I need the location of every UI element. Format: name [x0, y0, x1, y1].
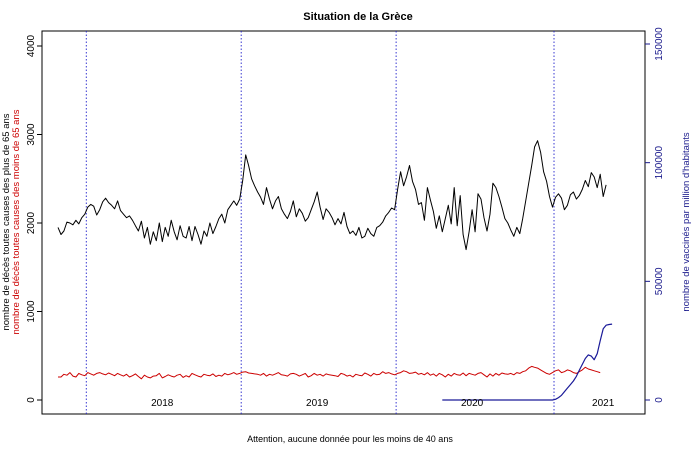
chart-note: Attention, aucune donnée pour les moins …: [247, 434, 453, 444]
right-tick-label: 150000: [654, 27, 665, 61]
left-tick-label: 4000: [26, 34, 37, 57]
right-tick-label: 0: [654, 397, 665, 403]
y-axis-label-over65: nombre de décès toutes causes des plus d…: [1, 113, 12, 330]
left-tick-label: 0: [26, 397, 37, 403]
left-axis: 0 1000 2000 3000 4000: [26, 34, 42, 403]
plot-frame: [41, 30, 646, 415]
right-tick-label: 50000: [654, 267, 665, 295]
left-tick-label: 3000: [26, 123, 37, 146]
y-axis-label-vaccines: nombre de vaccinés par million d'habitan…: [681, 132, 692, 311]
right-axis: 0 50000 100000 150000: [645, 27, 665, 403]
year-label: 2020: [461, 398, 484, 409]
series-layer: [57, 140, 613, 401]
year-label: 2021: [592, 398, 615, 409]
left-tick-label: 2000: [26, 211, 37, 234]
y-axis-label-under65: nombre de décès toutes causes des moins …: [11, 109, 22, 334]
year-label: 2018: [151, 398, 174, 409]
year-labels: 2018 2019 2020 2021: [151, 398, 615, 409]
series-line-over65: [57, 140, 607, 251]
series-line-under65: [58, 365, 601, 380]
right-tick-label: 100000: [654, 146, 665, 180]
chart-title: Situation de la Grèce: [303, 11, 412, 23]
year-label: 2019: [306, 398, 329, 409]
left-tick-label: 1000: [26, 300, 37, 323]
series-line-vaccines: [442, 323, 613, 401]
year-markers: [85, 31, 555, 414]
